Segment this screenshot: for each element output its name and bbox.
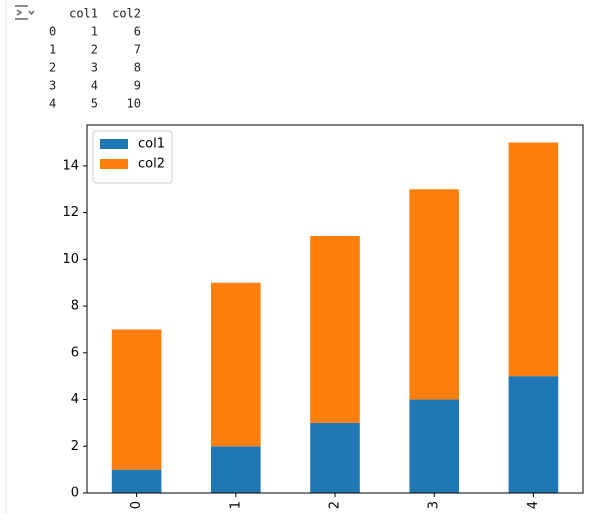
cell: 10 [127,97,141,111]
bar [409,399,459,493]
bar [508,142,559,377]
bar [111,329,162,470]
y-tick-label: 8 [71,299,79,314]
cell: 5 [91,97,98,111]
bar [211,446,261,493]
bar [508,376,559,493]
axes-frame [86,124,584,494]
cell: 3 [91,61,98,75]
y-tick-label: 0 [71,486,79,501]
legend-swatch [100,139,128,149]
row-index: 4 [49,97,56,111]
row-index: 2 [49,61,56,75]
row-index: 0 [49,25,56,39]
cell: 1 [91,25,98,39]
column-header: col2 [112,7,141,21]
bar [211,282,261,447]
y-tick-label: 12 [62,205,79,220]
x-tick-label: 4 [526,501,541,509]
bar [111,469,162,493]
row-index: 1 [49,43,56,57]
x-tick-label: 0 [129,501,144,509]
legend-label: col2 [138,157,165,172]
column-header: col1 [69,7,98,21]
y-tick-label: 6 [71,345,79,360]
bar [310,422,360,493]
x-tick-label: 2 [328,501,343,509]
icon-arrow [16,9,23,16]
row-index: 3 [49,79,56,93]
bar [409,189,459,400]
icon-caret [28,10,35,16]
y-tick-label: 14 [62,158,79,173]
y-tick-label: 10 [62,252,79,267]
bar [310,235,360,423]
cell: 6 [134,25,141,39]
y-tick-label: 4 [71,392,79,407]
cell: 4 [91,79,98,93]
x-tick-label: 1 [228,501,243,509]
cell: 8 [134,61,141,75]
legend-label: col1 [138,137,165,152]
cell: 7 [134,43,141,57]
output-toggle-icon[interactable] [15,5,35,20]
cell: 9 [134,79,141,93]
y-tick-label: 2 [71,439,79,454]
legend-swatch [100,159,128,169]
cell: 2 [91,43,98,57]
x-tick-label: 3 [427,501,442,509]
